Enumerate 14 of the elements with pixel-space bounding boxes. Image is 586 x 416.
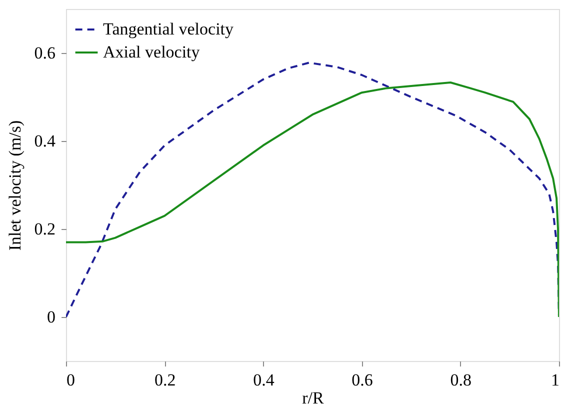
legend-label: Tangential velocity [103,20,234,38]
x-tick-label: 0.2 [154,370,176,390]
x-tick-label: 0.8 [450,370,472,390]
y-tick-label: 0.2 [34,220,56,238]
x-tick-label: 0.6 [352,370,373,390]
y-tick-label: 0 [47,308,56,326]
x-tick-label: 0 [66,370,75,390]
legend-label: Axial velocity [103,42,200,62]
x-tick-label: 0.4 [253,370,275,390]
x-tick-label: 1 [551,370,560,390]
y-tick-label: 0.6 [34,44,56,62]
y-tick-label: 0.4 [34,132,56,150]
x-axis-title: r/R [302,388,325,408]
y-axis-title: Inlet velocity (m/s) [5,120,24,251]
